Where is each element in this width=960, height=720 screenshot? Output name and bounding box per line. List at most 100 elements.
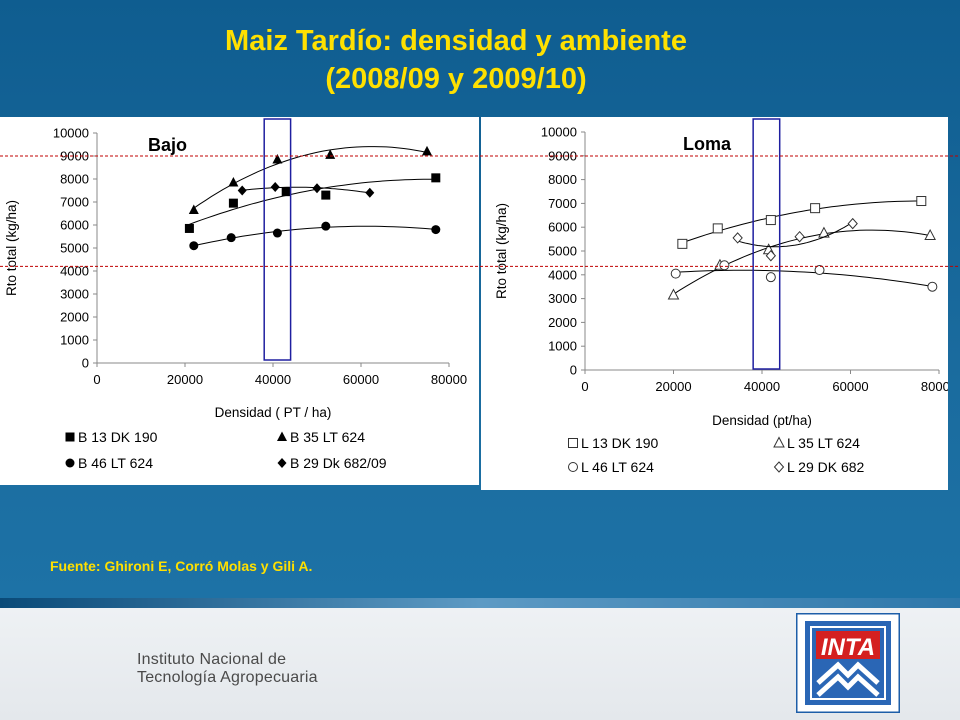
series-3 — [670, 260, 938, 292]
legend-label: B 46 LT 624 — [78, 455, 153, 471]
data-point — [814, 265, 825, 276]
data-point — [272, 228, 282, 238]
y-tick-label: 4000 — [548, 267, 577, 282]
legend-marker — [277, 431, 287, 441]
data-point — [228, 198, 238, 208]
data-point — [719, 260, 730, 271]
inta-logo: INTA — [794, 611, 902, 715]
title-line-1: Maiz Tardío: densidad y ambiente — [225, 25, 687, 57]
source-note: Fuente: Ghironi E, Corró Molas y Gili A. — [50, 558, 313, 574]
x-axis-label: Densidad ( PT / ha) — [215, 405, 332, 420]
data-point — [184, 223, 194, 233]
series-4 — [237, 182, 375, 198]
x-tick-label: 60000 — [832, 379, 868, 394]
y-tick-label: 1000 — [548, 339, 577, 354]
series-3 — [189, 221, 441, 251]
institution-name: Instituto Nacional de Tecnología Agropec… — [137, 651, 318, 687]
y-tick-label: 10000 — [541, 125, 577, 140]
x-tick-label: 80000 — [431, 372, 467, 387]
legend-label: B 35 LT 624 — [290, 429, 365, 445]
data-point — [272, 153, 283, 164]
y-tick-label: 6000 — [60, 218, 89, 233]
y-tick-label: 10000 — [53, 126, 89, 141]
x-tick-label: 60000 — [343, 372, 379, 387]
data-point — [810, 203, 821, 214]
y-tick-label: 0 — [82, 356, 89, 371]
data-point — [226, 233, 236, 243]
y-axis-label: Rto total (kg/ha) — [4, 200, 19, 296]
y-tick-label: 5000 — [60, 241, 89, 256]
y-axis-label: Rto total (kg/ha) — [494, 203, 509, 299]
data-point — [794, 230, 805, 243]
y-tick-label: 4000 — [60, 264, 89, 279]
data-point — [237, 185, 247, 196]
series-1 — [184, 173, 441, 233]
chart-bajo: 0 1000 2000 3000 4000 5000 6000 7000 8000 9000 100… — [4, 126, 467, 472]
legend-marker — [773, 461, 785, 473]
y-tick-label: 8000 — [60, 172, 89, 187]
data-point — [188, 204, 199, 215]
data-point — [765, 272, 776, 283]
y-tick-label: 7000 — [60, 195, 89, 210]
data-point — [677, 238, 688, 249]
data-point — [927, 281, 938, 292]
legend-marker — [65, 432, 75, 442]
data-point — [270, 182, 280, 193]
divider-stripe — [0, 598, 960, 608]
data-point — [670, 268, 681, 279]
data-point — [847, 217, 858, 230]
legend-marker — [65, 458, 75, 468]
y-tick-label: 6000 — [548, 220, 577, 235]
x-tick-label: 0 — [581, 379, 588, 394]
data-point — [732, 232, 743, 244]
title-line-2: (2008/09 y 2009/10) — [325, 63, 587, 95]
legend-marker — [773, 436, 785, 448]
x-tick-label: 20000 — [167, 372, 203, 387]
legend-marker — [568, 438, 578, 448]
data-point — [365, 187, 375, 198]
trend-line — [242, 186, 370, 194]
data-point — [431, 173, 441, 183]
data-point — [189, 241, 199, 251]
series-1 — [677, 196, 927, 249]
x-tick-label: 0 — [93, 372, 100, 387]
chart-loma: 0 1000 2000 3000 4000 5000 6000 7000 8000 9000 100… — [494, 125, 957, 476]
data-point — [712, 223, 723, 234]
data-point — [321, 190, 331, 200]
y-tick-label: 2000 — [60, 310, 89, 325]
trend-line — [189, 178, 436, 225]
legend-label: L 46 LT 624 — [581, 459, 654, 475]
chart-title: Loma — [683, 134, 732, 154]
chart-panel-bajo: 0 1000 2000 3000 4000 5000 6000 7000 8000 9000 100… — [0, 117, 479, 485]
y-tick-label: 1000 — [60, 333, 89, 348]
trend-line — [737, 221, 853, 248]
data-point — [321, 221, 331, 231]
slide-title: Maiz Tardío: densidad y ambiente (2008/0… — [0, 22, 912, 98]
legend-marker — [277, 458, 287, 468]
trend-line — [675, 269, 933, 287]
x-axis-label: Densidad (pt/ha) — [712, 413, 812, 428]
x-tick-label: 40000 — [744, 379, 780, 394]
legend-marker — [568, 462, 578, 472]
legend-label: B 29 Dk 682/09 — [290, 455, 387, 471]
y-tick-label: 3000 — [60, 287, 89, 302]
legend-label: L 35 LT 624 — [787, 435, 860, 451]
x-tick-label: 80000 — [921, 379, 948, 394]
data-point — [431, 225, 441, 235]
institution-line-1: Instituto Nacional de — [137, 651, 287, 668]
data-point — [312, 183, 322, 194]
data-point — [281, 187, 291, 197]
data-point — [228, 176, 239, 187]
y-tick-label: 7000 — [548, 196, 577, 211]
data-point — [422, 145, 432, 156]
y-tick-label: 5000 — [548, 244, 577, 259]
svg-text:INTA: INTA — [821, 634, 875, 661]
legend-label: L 13 DK 190 — [581, 435, 659, 451]
y-tick-label: 9000 — [548, 148, 577, 163]
data-point — [765, 215, 776, 226]
y-tick-label: 2000 — [548, 315, 577, 330]
data-point — [667, 288, 680, 300]
trend-line — [193, 146, 428, 209]
legend-label: L 29 DK 682 — [787, 459, 865, 475]
y-tick-label: 9000 — [60, 149, 89, 164]
